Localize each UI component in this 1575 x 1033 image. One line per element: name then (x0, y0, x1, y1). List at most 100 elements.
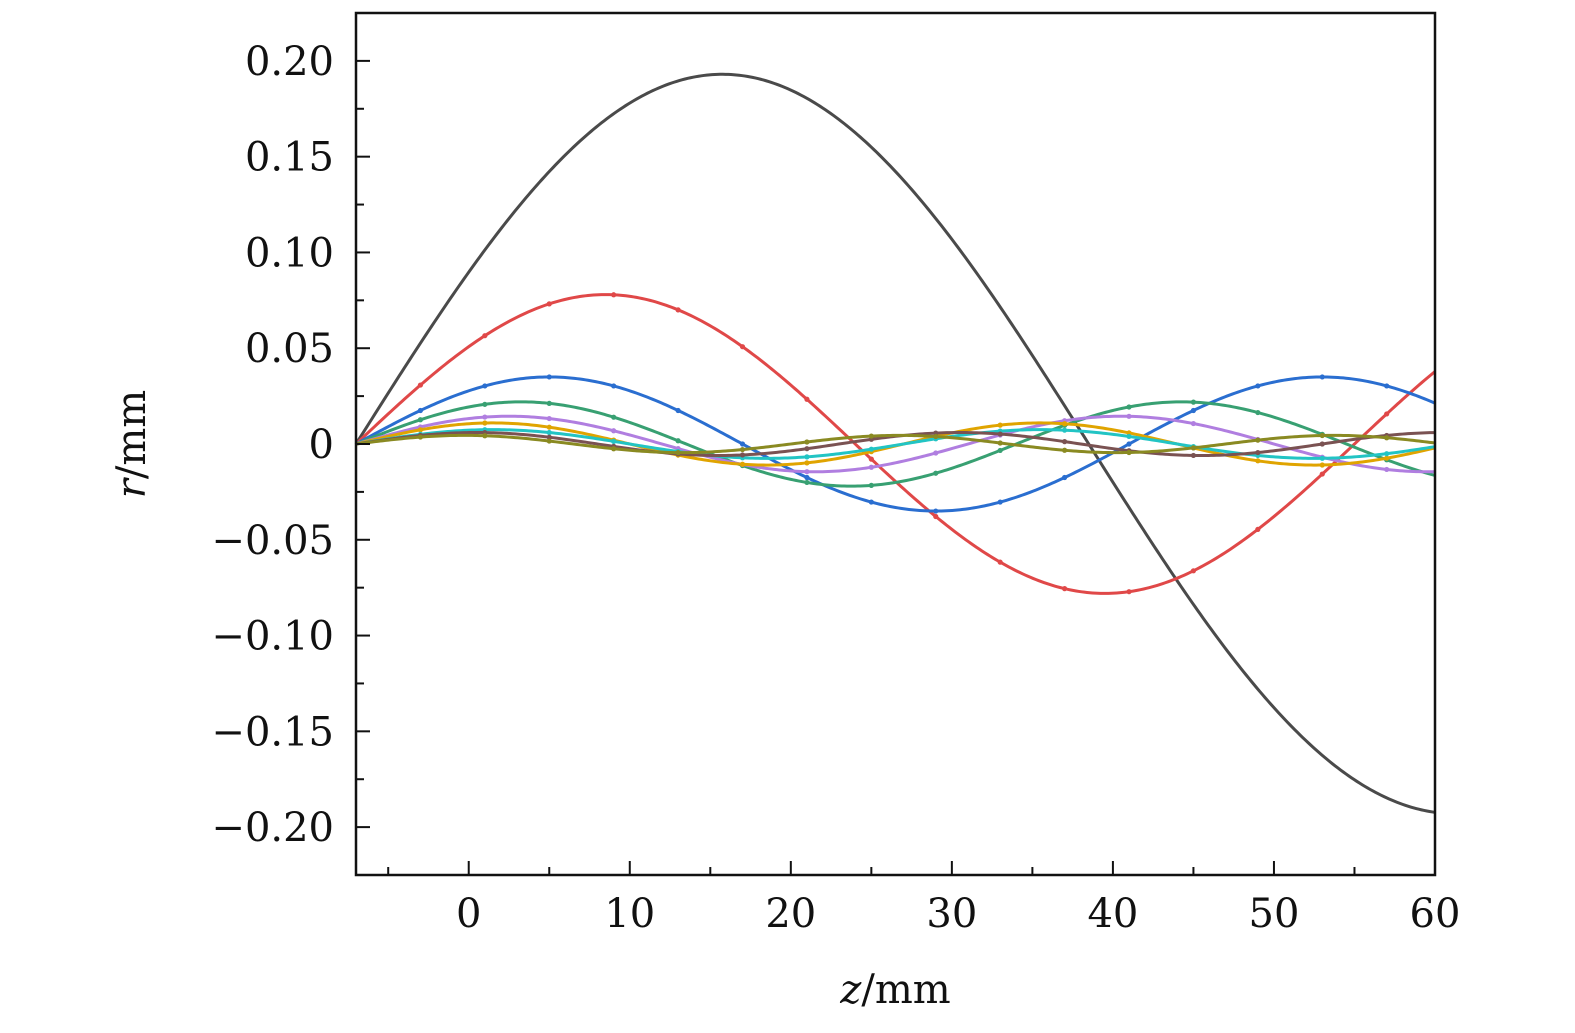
series-3-marker (1061, 474, 1068, 481)
y-axis-unit: /mm (109, 390, 155, 479)
plot-frame (354, 11, 1437, 877)
series-3-marker (1384, 383, 1390, 389)
series-6-marker (417, 427, 424, 433)
series-9-marker (417, 434, 424, 440)
series-6-marker (1319, 462, 1325, 468)
series-9-marker (1255, 437, 1261, 443)
series-4-marker (933, 470, 939, 476)
series-2-marker (546, 301, 552, 307)
series-line-1 (354, 72, 1436, 814)
series-4-marker (1126, 404, 1132, 410)
series-6-marker (1061, 421, 1068, 427)
series-7-marker (611, 438, 617, 444)
series-2-marker (611, 292, 617, 298)
y-tick-label: 0.15 (245, 135, 334, 181)
series-6-marker (546, 424, 552, 430)
series-3-marker (482, 383, 488, 389)
series-2-marker (1190, 568, 1197, 574)
series-9-marker (1126, 449, 1132, 456)
series-8-marker (997, 431, 1003, 437)
series-4-marker (997, 447, 1003, 454)
y-axis-label: r/mm (109, 390, 155, 498)
x-tick-label: 30 (926, 891, 977, 937)
series-9-marker (1061, 447, 1068, 453)
series-9-marker (482, 433, 488, 439)
series-4-marker (1190, 399, 1197, 405)
series-7-marker (1384, 451, 1390, 457)
ticks-layer: 0 10 20 30 40 50 60 0.20 0.15 0.10 0.05 0 −0.05 −0.10… (211, 12, 1460, 937)
series-6-marker (739, 461, 746, 467)
series-4-marker (482, 401, 488, 407)
series-3-marker (804, 474, 810, 481)
y-tick-label: 0.20 (245, 39, 334, 85)
series-2-marker (675, 307, 681, 313)
series-2-marker (1255, 526, 1261, 532)
series-9-marker (933, 433, 939, 440)
series-7-marker (804, 454, 810, 460)
series-line-3 (355, 375, 1436, 513)
series-9-marker (1190, 445, 1197, 451)
series-5-marker (1126, 413, 1132, 419)
series-3-marker (1126, 441, 1132, 447)
y-tick-label: 0 (309, 422, 334, 468)
series-3-marker (611, 383, 617, 389)
series-3-marker (997, 499, 1003, 505)
series-4-marker (417, 417, 424, 423)
y-tick-label: −0.05 (211, 518, 334, 564)
series-5-marker (804, 469, 810, 475)
y-tick-label: −0.15 (211, 709, 334, 755)
series-line-9 (355, 433, 1436, 455)
series-3-marker (546, 374, 552, 380)
series-3-marker (933, 508, 939, 514)
y-tick-label: 0.10 (245, 230, 334, 276)
series-3-marker (868, 499, 874, 505)
series-6-marker (804, 460, 810, 466)
series-3-marker (1319, 374, 1325, 380)
x-tick-label: 10 (604, 891, 655, 937)
series-line-7 (355, 428, 1436, 460)
series-4-marker (804, 479, 810, 486)
series-9-marker (804, 439, 810, 445)
series-7-marker (1126, 433, 1132, 440)
curves-layer (354, 72, 1436, 814)
y-tick-label: 0.05 (245, 326, 334, 372)
series-4-marker (675, 438, 681, 444)
series-8-marker (1319, 441, 1325, 447)
series-3-marker (417, 407, 424, 414)
series-4-marker (546, 400, 552, 406)
series-3-marker (1190, 407, 1197, 414)
series-2-marker (868, 456, 874, 462)
y-tick-label: −0.10 (211, 614, 334, 660)
series-2-marker (1126, 589, 1132, 595)
series-4-marker (1255, 409, 1261, 416)
series-6-marker (482, 420, 488, 426)
x-tick-label: 40 (1087, 891, 1138, 937)
series-9-marker (739, 446, 746, 453)
series-9-marker (997, 440, 1003, 446)
x-axis-unit: /mm (861, 967, 950, 1013)
series-5-marker (1190, 420, 1197, 427)
series-3-marker (739, 441, 746, 447)
series-2-marker (804, 396, 810, 402)
series-6-marker (1384, 455, 1390, 461)
series-3-marker (675, 407, 681, 414)
x-tick-label: 0 (456, 891, 481, 937)
series-2-marker (482, 333, 488, 339)
series-8-marker (1061, 439, 1068, 445)
series-9-marker (546, 438, 552, 444)
series-5-marker (611, 428, 617, 434)
series-5-marker (482, 414, 488, 420)
series-2-marker (1319, 471, 1325, 477)
series-9-marker (1319, 432, 1325, 439)
series-8-marker (804, 446, 810, 452)
series-2-marker (1061, 586, 1068, 592)
series-7-marker (868, 446, 874, 452)
series-line-5 (355, 414, 1436, 474)
x-tick-label: 20 (765, 891, 816, 937)
series-5-marker (546, 415, 552, 422)
series-7-marker (1061, 427, 1068, 433)
x-axis-label: z/mm (839, 967, 950, 1013)
y-tick-label: −0.20 (211, 805, 334, 851)
x-axis-var: z (839, 967, 862, 1013)
series-8-marker (546, 434, 552, 440)
